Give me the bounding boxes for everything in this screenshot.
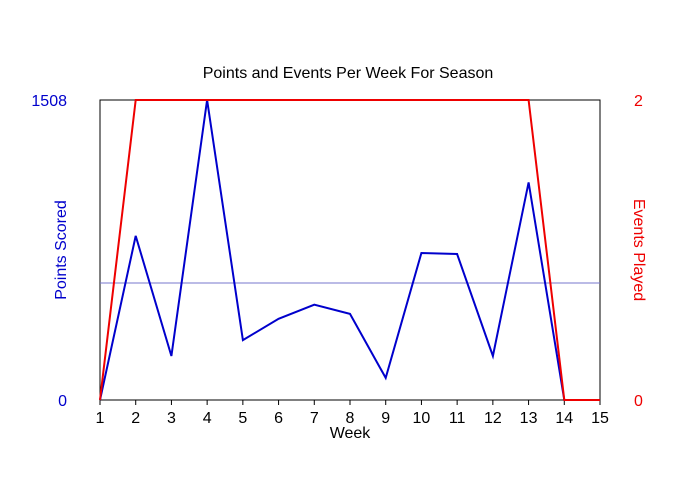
- x-tick-label: 6: [274, 410, 283, 427]
- y-left-tick-label: 1508: [31, 93, 67, 110]
- x-tick-label: 3: [167, 410, 176, 427]
- x-tick-label: 9: [381, 410, 390, 427]
- y-right-tick-label: 0: [634, 393, 643, 410]
- x-tick-label: 1: [96, 410, 105, 427]
- x-tick-label: 5: [238, 410, 247, 427]
- chart-title: Points and Events Per Week For Season: [203, 65, 494, 82]
- x-tick-label: 7: [310, 410, 319, 427]
- x-tick-label: 13: [520, 410, 538, 427]
- x-tick-label: 8: [346, 410, 355, 427]
- x-axis-label: Week: [330, 425, 372, 442]
- x-tick-label: 4: [203, 410, 212, 427]
- x-tick-label: 10: [413, 410, 431, 427]
- y-axis-left-label: Points Scored: [53, 200, 70, 300]
- x-tick-label: 2: [131, 410, 140, 427]
- y-right-tick-label: 2: [634, 93, 643, 110]
- x-tick-label: 11: [449, 410, 466, 427]
- y-left-tick-label: 0: [58, 393, 67, 410]
- x-tick-label: 12: [484, 410, 502, 427]
- y-axis-right-label: Events Played: [630, 199, 647, 301]
- x-tick-label: 14: [555, 410, 573, 427]
- x-tick-label: 15: [591, 410, 609, 427]
